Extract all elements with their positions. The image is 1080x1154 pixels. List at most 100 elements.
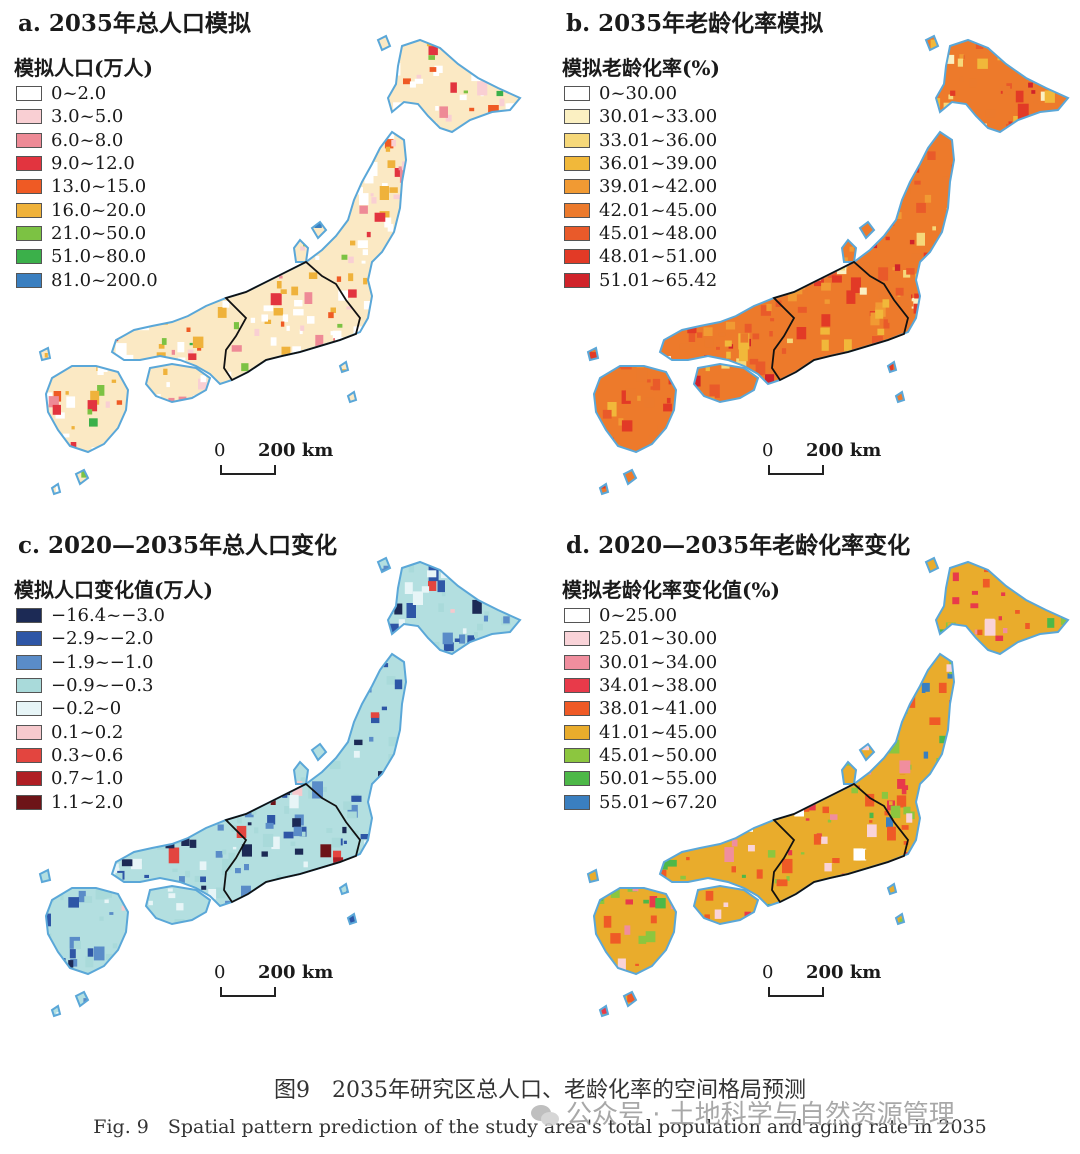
legend-swatch bbox=[564, 631, 590, 647]
legend-label: −0.2~0 bbox=[51, 698, 122, 720]
legend-item: 0.7~1.0 bbox=[16, 767, 165, 790]
legend: 0~30.00 30.01~33.00 33.01~36.00 36.01~39.00… bbox=[564, 82, 717, 292]
legend-title: 模拟老龄化率(%) bbox=[562, 56, 720, 80]
legend-label: 33.01~36.00 bbox=[599, 129, 718, 151]
legend-swatch bbox=[16, 132, 42, 148]
legend-swatch bbox=[16, 86, 42, 102]
legend-item: −2.9~−2.0 bbox=[16, 627, 165, 650]
legend-label: 0~25.00 bbox=[599, 605, 678, 627]
legend-swatch bbox=[564, 249, 590, 265]
panel-b: b. 2035年老龄化率模拟 模拟老龄化率(%) 0~30.00 30.01~33… bbox=[548, 0, 1080, 520]
legend-item: 9.0~12.0 bbox=[16, 152, 158, 175]
legend-swatch bbox=[16, 701, 42, 717]
japan-map bbox=[38, 34, 522, 496]
legend: −16.4~−3.0 −2.9~−2.0 −1.9~−1.0 −0.9~−0.3 −0.… bbox=[16, 604, 165, 814]
region-kyushu bbox=[46, 888, 128, 974]
scale-zero-label: 0 bbox=[762, 440, 774, 461]
legend-item: 36.01~39.00 bbox=[564, 152, 717, 175]
legend-label: 6.0~8.0 bbox=[51, 129, 124, 151]
legend-swatch bbox=[564, 225, 590, 241]
scale-bar: 0 200 km bbox=[762, 440, 882, 480]
legend-swatch bbox=[16, 654, 42, 670]
japan-map bbox=[586, 34, 1070, 496]
japan-map bbox=[38, 556, 522, 1018]
legend-swatch bbox=[564, 747, 590, 763]
legend-item: 0.1~0.2 bbox=[16, 720, 165, 743]
japan-map bbox=[586, 556, 1070, 1018]
legend-label: 0~30.00 bbox=[599, 83, 678, 105]
panel-title: a. 2035年总人口模拟 bbox=[18, 10, 251, 37]
figure-caption-chinese: 图9 2035年研究区总人口、老龄化率的空间格局预测 bbox=[274, 1078, 806, 1103]
legend-label: 0.3~0.6 bbox=[51, 744, 124, 766]
region-hokkaido bbox=[388, 562, 520, 654]
legend-swatch bbox=[564, 156, 590, 172]
legend-item: 51.01~65.42 bbox=[564, 268, 717, 291]
legend-swatch bbox=[564, 86, 590, 102]
legend-item: 30.01~34.00 bbox=[564, 651, 717, 674]
legend-swatch bbox=[564, 202, 590, 218]
legend-item: 50.01~55.00 bbox=[564, 767, 717, 790]
legend-item: 0~25.00 bbox=[564, 604, 717, 627]
scale-length-label: 200 km bbox=[258, 962, 334, 983]
legend-item: 42.01~45.00 bbox=[564, 198, 717, 221]
legend-label: 48.01~51.00 bbox=[599, 246, 718, 268]
study-area-boundary bbox=[771, 260, 909, 382]
scale-bar-line bbox=[220, 987, 276, 997]
legend-swatch bbox=[564, 701, 590, 717]
legend-item: 30.01~33.00 bbox=[564, 105, 717, 128]
legend-label: 21.0~50.0 bbox=[51, 222, 147, 244]
legend-item: 81.0~200.0 bbox=[16, 268, 158, 291]
legend-item: 16.0~20.0 bbox=[16, 198, 158, 221]
legend-label: 16.0~20.0 bbox=[51, 199, 147, 221]
panel-d: d. 2020—2035年老龄化率变化 模拟老龄化率变化值(%) 0~25.00… bbox=[548, 522, 1080, 1042]
figure-caption-english: Fig. 9 Spatial pattern prediction of the… bbox=[93, 1116, 987, 1138]
legend-item: −16.4~−3.0 bbox=[16, 604, 165, 627]
legend-swatch bbox=[16, 225, 42, 241]
legend-label: 0~2.0 bbox=[51, 83, 107, 105]
legend-item: 0~30.00 bbox=[564, 82, 717, 105]
legend-label: 0.7~1.0 bbox=[51, 768, 124, 790]
legend-label: 50.01~55.00 bbox=[599, 768, 718, 790]
region-hokkaido bbox=[936, 562, 1068, 654]
legend: 0~25.00 25.01~30.00 30.01~34.00 34.01~38.00… bbox=[564, 604, 717, 814]
scale-length-label: 200 km bbox=[806, 962, 882, 983]
watermark-text: 公众号 · 土地科学与自然资源管理 bbox=[566, 1100, 955, 1130]
legend-item: 45.01~48.00 bbox=[564, 222, 717, 245]
legend-label: 45.01~50.00 bbox=[599, 744, 718, 766]
legend-item: 48.01~51.00 bbox=[564, 245, 717, 268]
scale-bar: 0 200 km bbox=[762, 962, 882, 1002]
legend-label: −0.9~−0.3 bbox=[51, 675, 154, 697]
legend-item: −0.2~0 bbox=[16, 697, 165, 720]
legend-swatch bbox=[16, 608, 42, 624]
panel-title: b. 2035年老龄化率模拟 bbox=[566, 10, 824, 37]
region-kyushu bbox=[594, 888, 676, 974]
legend-swatch bbox=[16, 179, 42, 195]
legend-item: 3.0~5.0 bbox=[16, 105, 158, 128]
legend-label: 51.0~80.0 bbox=[51, 246, 147, 268]
scale-bar: 0 200 km bbox=[214, 440, 334, 480]
legend-item: 13.0~15.0 bbox=[16, 175, 158, 198]
legend-label: 34.01~38.00 bbox=[599, 675, 718, 697]
legend-swatch bbox=[564, 272, 590, 288]
region-shikoku bbox=[146, 364, 210, 402]
panel-c: c. 2020—2035年总人口变化 模拟人口变化值(万人) −16.4~−3.… bbox=[0, 522, 540, 1042]
legend-item: 33.01~36.00 bbox=[564, 129, 717, 152]
legend-title: 模拟老龄化率变化值(%) bbox=[562, 578, 780, 602]
legend-title: 模拟人口(万人) bbox=[14, 56, 153, 80]
wechat-icon bbox=[531, 1104, 559, 1126]
legend-swatch bbox=[16, 747, 42, 763]
legend-item: 41.01~45.00 bbox=[564, 720, 717, 743]
legend-item: 25.01~30.00 bbox=[564, 627, 717, 650]
legend-label: 51.01~65.42 bbox=[599, 269, 718, 291]
legend-label: 55.01~67.20 bbox=[599, 791, 718, 813]
legend-label: −1.9~−1.0 bbox=[51, 651, 154, 673]
panel-title: c. 2020—2035年总人口变化 bbox=[18, 532, 338, 559]
legend-label: 30.01~33.00 bbox=[599, 106, 718, 128]
legend: 0~2.0 3.0~5.0 6.0~8.0 9.0~12.0 13.0~15.0 16.0… bbox=[16, 82, 158, 292]
legend-label: 45.01~48.00 bbox=[599, 222, 718, 244]
legend-swatch bbox=[564, 678, 590, 694]
region-honshu bbox=[112, 132, 406, 384]
legend-title: 模拟人口变化值(万人) bbox=[14, 578, 213, 602]
legend-swatch bbox=[16, 202, 42, 218]
legend-label: 38.01~41.00 bbox=[599, 698, 718, 720]
